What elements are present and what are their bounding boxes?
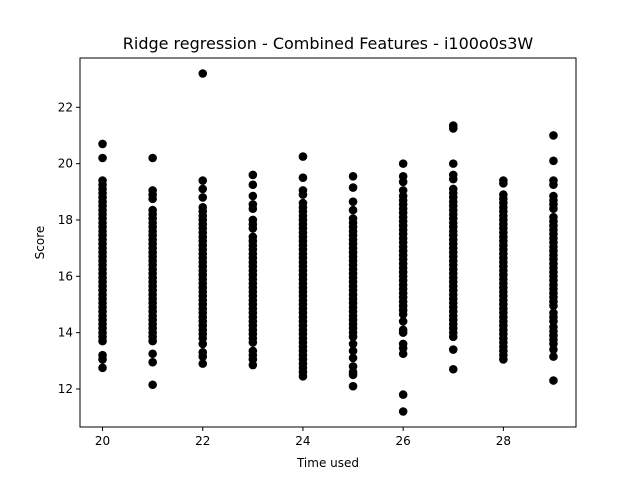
data-point [348,339,358,349]
y-tick-label: 22 [58,100,73,114]
data-point [198,339,208,349]
data-point [248,180,258,190]
data-point [549,345,558,354]
plot-frame [79,57,577,428]
data-point [148,349,157,359]
data-point [148,380,157,390]
data-point [248,204,258,213]
x-tick-label: 28 [496,434,511,448]
data-point [298,173,308,183]
y-tick-label: 16 [58,269,73,283]
data-point [499,355,508,364]
data-point [398,407,408,416]
data-point [398,349,408,359]
data-point [98,363,107,373]
data-point [198,193,208,202]
data-point [298,190,308,199]
data-point [298,372,308,381]
data-point [549,352,558,361]
data-point [448,159,458,168]
y-tick-label: 14 [58,326,73,340]
data-point [499,179,508,188]
data-point [198,352,208,361]
data-point [248,170,258,180]
data-point [98,139,107,149]
data-point [448,345,458,354]
y-tick-label: 18 [58,213,73,227]
data-point [398,328,408,337]
data-point [348,370,358,380]
data-point [248,191,258,201]
x-axis-label: Time used [296,456,359,470]
x-axis-ticks: 20 22 24 26 28 [95,427,511,448]
data-point [198,176,208,185]
y-tick-label: 12 [58,382,73,396]
y-tick-label: 20 [58,157,73,171]
data-point [398,390,408,399]
data-point [198,359,208,368]
data-point [448,124,458,133]
data-point [549,204,558,213]
data-point [248,338,258,347]
data-point [348,332,358,342]
chart-title: Ridge regression - Combined Features - i… [123,34,534,53]
y-axis-ticks: 12 14 16 18 20 22 [58,100,80,396]
data-point [98,336,107,346]
data-point [98,153,107,163]
y-axis-label: Score [33,226,47,260]
data-point [549,156,558,166]
data-point [348,172,358,181]
data-point [398,317,408,326]
x-tick-label: 26 [396,434,411,448]
data-point [198,184,208,194]
data-point [148,194,157,204]
data-point [98,355,107,364]
data-point [549,180,558,190]
data-point [148,336,157,346]
data-point [148,357,157,367]
data-point [549,301,558,311]
x-tick-label: 24 [295,434,310,448]
data-point [348,183,358,192]
data-point [348,346,358,356]
x-tick-label: 20 [95,434,110,448]
data-point [298,152,308,161]
data-points [98,69,558,416]
data-point [398,310,408,319]
data-point [248,224,258,233]
x-tick-label: 22 [195,434,210,448]
data-point [549,131,558,140]
data-point [398,177,408,187]
data-point [198,69,208,78]
data-point [348,353,358,363]
data-point [448,332,458,342]
data-point [348,205,358,215]
data-point [398,159,408,168]
data-point [448,364,458,374]
data-point [448,174,458,184]
data-point [549,376,558,385]
data-point [248,360,258,370]
data-point [148,153,157,163]
data-point [348,381,358,391]
data-point [348,197,358,206]
